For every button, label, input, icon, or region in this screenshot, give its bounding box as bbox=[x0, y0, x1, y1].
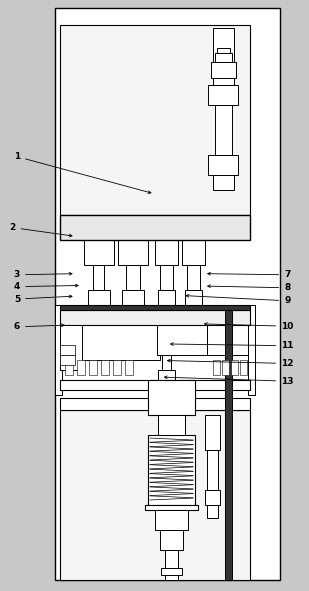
Bar bbox=[208, 155, 238, 175]
Bar bbox=[55, 305, 62, 395]
Bar bbox=[158, 220, 175, 230]
Bar bbox=[148, 380, 195, 415]
Text: 6: 6 bbox=[14, 322, 64, 332]
Text: 5: 5 bbox=[14, 294, 72, 304]
Bar bbox=[231, 360, 238, 375]
Bar bbox=[155, 510, 188, 530]
Bar bbox=[122, 290, 144, 310]
Bar bbox=[60, 410, 250, 580]
Bar bbox=[208, 85, 238, 105]
Bar bbox=[60, 310, 250, 325]
Bar bbox=[158, 370, 175, 385]
Text: 2: 2 bbox=[9, 223, 72, 237]
Bar bbox=[185, 290, 202, 315]
Bar bbox=[89, 360, 97, 375]
Bar bbox=[165, 550, 178, 580]
Bar bbox=[60, 355, 75, 365]
Text: 13: 13 bbox=[164, 376, 294, 386]
Bar bbox=[60, 305, 250, 310]
Bar bbox=[205, 415, 220, 450]
Bar bbox=[207, 450, 218, 490]
Bar bbox=[215, 105, 232, 155]
Bar bbox=[185, 220, 202, 230]
Text: 7: 7 bbox=[208, 270, 290, 280]
Text: 4: 4 bbox=[14, 282, 78, 291]
Bar bbox=[213, 175, 234, 190]
Bar bbox=[213, 28, 234, 85]
Bar bbox=[148, 435, 195, 505]
Text: 11: 11 bbox=[171, 341, 294, 350]
Bar bbox=[182, 230, 205, 265]
Bar bbox=[160, 530, 183, 550]
Bar bbox=[213, 360, 220, 375]
Text: 12: 12 bbox=[167, 359, 294, 368]
Bar bbox=[217, 48, 230, 53]
Bar bbox=[113, 360, 121, 375]
Bar bbox=[93, 265, 104, 290]
Text: 9: 9 bbox=[186, 294, 290, 306]
Bar bbox=[88, 220, 110, 230]
Bar bbox=[101, 360, 109, 375]
Bar bbox=[211, 62, 236, 78]
Bar bbox=[215, 53, 232, 62]
Bar bbox=[205, 490, 220, 505]
Bar bbox=[60, 325, 82, 370]
Bar bbox=[118, 310, 148, 335]
Bar bbox=[222, 360, 229, 375]
Bar bbox=[65, 360, 73, 375]
Bar bbox=[158, 290, 175, 315]
Bar bbox=[77, 360, 85, 375]
Bar bbox=[60, 25, 250, 215]
Bar bbox=[55, 8, 280, 580]
Text: 8: 8 bbox=[208, 283, 290, 293]
Bar bbox=[60, 345, 75, 355]
Text: 10: 10 bbox=[205, 322, 294, 331]
Bar bbox=[161, 568, 182, 575]
Bar bbox=[207, 505, 218, 518]
Bar bbox=[60, 325, 160, 360]
Bar bbox=[60, 380, 250, 390]
Bar bbox=[155, 315, 178, 340]
Bar bbox=[187, 265, 200, 290]
Text: 3: 3 bbox=[14, 270, 72, 280]
Bar bbox=[158, 415, 185, 435]
Bar bbox=[160, 265, 173, 290]
Bar bbox=[145, 505, 198, 510]
Bar bbox=[162, 340, 171, 370]
Bar bbox=[88, 290, 110, 310]
Bar bbox=[118, 230, 148, 265]
Bar bbox=[157, 325, 207, 355]
Bar bbox=[84, 310, 114, 330]
Bar bbox=[126, 265, 140, 290]
Bar bbox=[207, 325, 250, 355]
Bar bbox=[60, 215, 250, 240]
Bar bbox=[240, 360, 247, 375]
Bar bbox=[125, 360, 133, 375]
Bar bbox=[248, 305, 255, 395]
Bar bbox=[155, 230, 178, 265]
Bar bbox=[225, 310, 232, 580]
Text: 1: 1 bbox=[14, 152, 151, 193]
Bar bbox=[60, 398, 250, 410]
Bar bbox=[84, 230, 114, 265]
Bar bbox=[122, 220, 144, 230]
